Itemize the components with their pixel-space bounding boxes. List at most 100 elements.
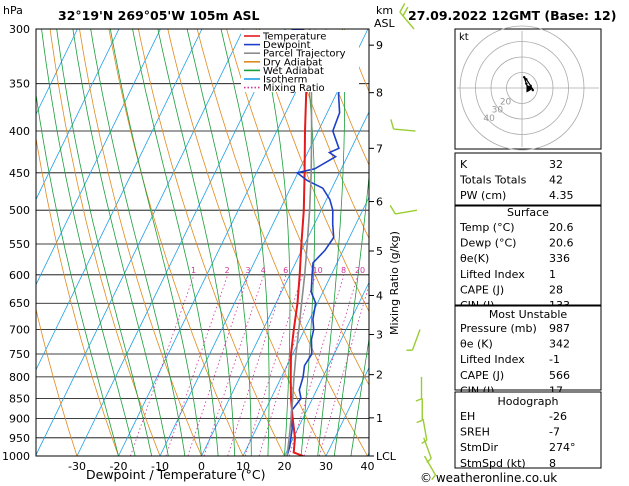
temperature-tick-label: 10: [236, 460, 250, 473]
dry-adiabat-line: [108, 29, 244, 456]
x-axis-label: Dewpoint / Temperature (°C): [86, 467, 265, 482]
surface-value: 20.6: [549, 237, 574, 250]
wind-barb: [416, 398, 423, 424]
pressure-tick-label: 300: [9, 23, 30, 36]
wet-adiabat-line: [132, 29, 219, 456]
surface-value: 1: [549, 268, 556, 281]
hodograph-value: 274°: [549, 441, 576, 454]
indices-box: [454, 152, 602, 206]
wet-adiabat-line: [36, 92, 119, 456]
dry-adiabat-line: [602, 17, 629, 456]
km-tick-label: 1: [376, 412, 383, 425]
isotherm-line: [36, 29, 78, 116]
surface-title: Surface: [507, 206, 549, 219]
km-tick-label: LCL: [376, 450, 397, 463]
hodograph-label: StmDir: [460, 441, 499, 454]
km-tick-label: 6: [376, 196, 383, 209]
indices-box: [454, 205, 602, 306]
hodograph-unit: kt: [459, 32, 469, 43]
wind-barb: [390, 119, 416, 132]
wet-adiabat-line: [333, 172, 369, 456]
mixing-ratio-line: [227, 274, 287, 456]
hodograph-point: [525, 82, 528, 85]
axes: 3003504004505005506006507007508008509009…: [2, 23, 397, 473]
wet-adiabat-line: [220, 29, 270, 456]
surface-value: 336: [549, 252, 570, 265]
mixing-ratio-label: 3: [245, 266, 250, 275]
parcel-trajectory-line: [286, 29, 313, 456]
pressure-tick-label: 850: [9, 392, 30, 405]
wind-barb: [389, 205, 418, 215]
surface-label: θe(K): [460, 252, 489, 265]
hodograph-ring-label: 30: [492, 106, 504, 116]
surface-label: Dewp (°C): [460, 237, 516, 250]
hodograph-point: [525, 78, 528, 81]
temperature-tick-label: -20: [110, 460, 128, 473]
dry-adiabat-line: [226, 29, 369, 386]
wind-barb-staff: [422, 418, 428, 441]
mixing-ratio-label: 6: [283, 266, 288, 275]
index-label: K: [460, 158, 468, 171]
mixing-ratio-label: 25: [369, 266, 379, 275]
dry-adiabat-line: [255, 29, 369, 313]
storm-motion-marker: [526, 84, 534, 93]
temperature-tick-label: -30: [68, 460, 86, 473]
wet-adiabat-line: [90, 29, 186, 456]
wind-barb-flag: [390, 119, 395, 130]
isotherm-line: [325, 366, 369, 456]
index-label: Totals Totals: [459, 174, 527, 187]
index-label: PW (cm): [460, 189, 506, 202]
hodograph-label: SREH: [460, 426, 490, 439]
wet-adiabat-line: [317, 29, 346, 456]
legend-entry: Dry Adiabat: [263, 57, 322, 68]
most-unstable-label: Pressure (mb): [460, 322, 537, 335]
mixing-ratio-line: [130, 274, 195, 456]
wind-barb-flag: [431, 474, 437, 481]
wind-barb-flag: [402, 6, 409, 17]
surface-label: CAPE (J): [460, 283, 504, 296]
km-tick-label: 5: [376, 245, 383, 258]
wind-barb: [406, 329, 421, 351]
hodograph-point: [522, 75, 526, 79]
wet-adiabat-line: [300, 29, 316, 456]
dry-adiabat-line: [285, 29, 369, 240]
legend-entry: Isotherm: [263, 75, 307, 86]
pressure-tick-label: 350: [9, 78, 30, 91]
plot-frame: [35, 28, 370, 457]
dry-adiabat-line: [36, 307, 78, 456]
isotherm-line: [76, 29, 286, 456]
datetime-label: 27.09.2022 12GMT (Base: 12): [408, 8, 616, 23]
wet-adiabat-line: [157, 29, 236, 456]
wind-barb: [399, 3, 415, 30]
most-unstable-label: θe (K): [460, 338, 493, 351]
legend-entry: Mixing Ratio: [263, 83, 325, 94]
profile-lines: [286, 29, 348, 456]
wet-adiabat-line: [350, 336, 369, 456]
wind-barb: [423, 455, 437, 481]
wind-barb-flag: [421, 439, 428, 444]
hodograph-point: [531, 88, 535, 92]
pressure-tick-label: 750: [9, 348, 30, 361]
copyright-text: © weatheronline.co.uk: [420, 471, 557, 485]
km-tick-label: 8: [376, 87, 383, 100]
mixing-ratio-label: 2: [225, 266, 230, 275]
asl-label: ASL: [374, 17, 396, 30]
hodograph-label: StmSpd (kt): [460, 457, 526, 470]
wet-adiabat-line: [259, 29, 291, 456]
surface-value: 20.6: [549, 221, 574, 234]
dry-adiabat-line: [167, 29, 327, 456]
index-value: 32: [549, 158, 563, 171]
wind-barb-staff: [399, 11, 415, 30]
mixing-ratio-label: 10: [313, 266, 323, 275]
location-label: 32°19'N 269°05'W 105m ASL: [58, 8, 260, 23]
temperature-tick-label: 40: [361, 460, 375, 473]
surface-label: Lifted Index: [460, 268, 525, 281]
wind-barb: [423, 437, 432, 463]
wind-barb: [421, 418, 428, 444]
hodograph-value: -26: [549, 410, 567, 423]
index-value: 42: [549, 174, 563, 187]
pressure-tick-label: 500: [9, 204, 30, 217]
